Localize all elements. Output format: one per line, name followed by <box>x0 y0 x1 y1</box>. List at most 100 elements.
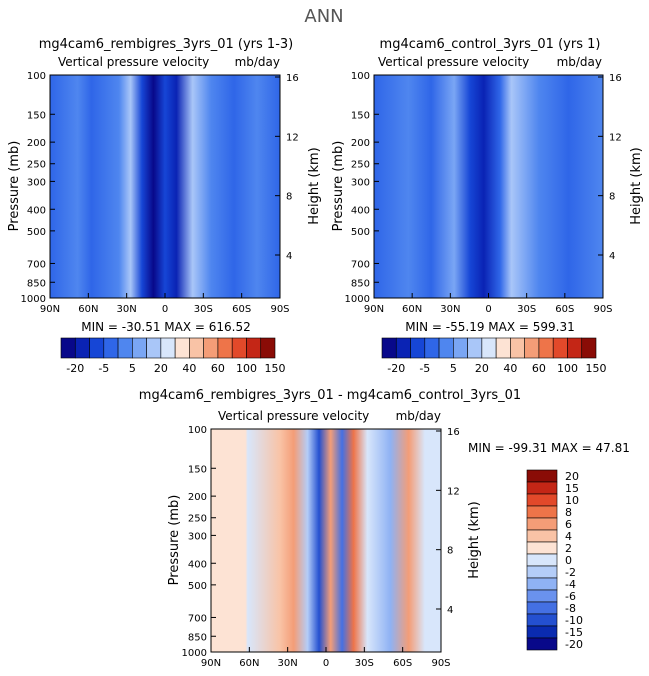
p1-colorbar-swatch-6 <box>146 337 162 359</box>
p2-ytick-label-200: 200 <box>351 138 370 149</box>
p3-ytick-label-500: 500 <box>188 581 207 592</box>
p3-ytick-label-250: 250 <box>188 514 207 525</box>
p1-colorbar-swatch-2 <box>89 337 105 359</box>
p2-xtick-label-60S: 60S <box>555 304 574 315</box>
panel-3-title: mg4cam6_rembigres_3yrs_01 - mg4cam6_cont… <box>139 388 521 403</box>
panel-1-subtitle-left: Vertical pressure velocity <box>58 55 209 69</box>
p1-colorbar-swatch-10 <box>203 337 219 359</box>
p2-xtick-label-60N: 60N <box>402 304 422 315</box>
p3-colorbar-label-10: 10 <box>565 494 579 507</box>
p2-colorbar-label-20: 20 <box>475 362 489 375</box>
p2-colorbar-label--5: -5 <box>419 362 430 375</box>
p1-ytick-label-150: 150 <box>27 110 46 121</box>
p1-ytick-right-label-12: 12 <box>286 132 299 143</box>
p2-colorbar-swatch-8 <box>495 337 511 359</box>
p1-ytick-label-850: 850 <box>27 278 46 289</box>
panel-3-y-ticks-right: 16 12 8 4 <box>436 427 460 616</box>
p1-colorbar-label-150: 150 <box>265 362 286 375</box>
p1-colorbar-swatch-13 <box>246 337 262 359</box>
figure-title: ANN <box>304 6 343 27</box>
p3-ytick-right-label-4: 4 <box>447 605 453 616</box>
panel-2-x-ticks: 90N 60N 30N 0 30S 60S 90S <box>364 293 613 315</box>
p3-xtick-label-60N: 60N <box>239 658 259 669</box>
p2-ytick-label-400: 400 <box>351 205 370 216</box>
p3-ytick-label-300: 300 <box>188 531 207 542</box>
panel-3-colorbar <box>526 469 558 651</box>
p2-ytick-right-label-4: 4 <box>609 251 615 262</box>
p1-ytick-label-1000: 1000 <box>21 294 46 305</box>
p3-colorbar-swatch-7 <box>526 553 558 567</box>
panel-1-ylabel-right: Height (km) <box>307 147 322 224</box>
p3-colorbar-swatch-3 <box>526 505 558 519</box>
p1-colorbar-label-40: 40 <box>182 362 196 375</box>
p2-xtick-label-90S: 90S <box>593 304 612 315</box>
p2-ytick-label-500: 500 <box>351 227 370 238</box>
p3-colorbar-swatch-9 <box>526 577 558 591</box>
p1-ytick-right-label-16: 16 <box>286 73 299 84</box>
p1-ytick-label-700: 700 <box>27 259 46 270</box>
p3-ytick-label-850: 850 <box>188 632 207 643</box>
panel-2-subtitle-left: Vertical pressure velocity <box>378 55 529 69</box>
p1-colorbar-swatch-11 <box>217 337 233 359</box>
p3-colorbar-label-4: 4 <box>565 530 572 543</box>
p3-ytick-right-label-8: 8 <box>447 546 453 557</box>
panel-1-subtitle-right: mb/day <box>235 55 280 69</box>
p1-colorbar-swatch-12 <box>231 337 247 359</box>
p1-colorbar-label-100: 100 <box>236 362 257 375</box>
p1-colorbar-label-60: 60 <box>211 362 225 375</box>
p2-xtick-label-30S: 30S <box>517 304 536 315</box>
p2-ytick-label-300: 300 <box>351 177 370 188</box>
p3-ytick-label-200: 200 <box>188 492 207 503</box>
p2-colorbar-label-150: 150 <box>586 362 607 375</box>
p1-colorbar-label--5: -5 <box>98 362 109 375</box>
panel-1-field <box>49 74 281 299</box>
p2-xtick-label-90N: 90N <box>364 304 384 315</box>
p1-xtick-label-0: 0 <box>162 304 168 315</box>
p1-ytick-label-200: 200 <box>27 138 46 149</box>
panel-3-stats: MIN = -99.31 MAX = 47.81 <box>468 441 630 455</box>
p1-colorbar-swatch-14 <box>260 337 276 359</box>
panel-1-ylabel: Pressure (mb) <box>7 141 22 232</box>
p2-colorbar-swatch-6 <box>467 337 483 359</box>
panel-2-y-ticks: 100 150 200 250 300 400 500 700 850 1000 <box>345 71 379 305</box>
p3-colorbar-swatch-10 <box>526 589 558 603</box>
p2-colorbar-label-5: 5 <box>450 362 457 375</box>
panel-1-y-ticks: 100 150 200 250 300 400 500 700 850 1000 <box>21 71 55 305</box>
p3-colorbar-swatch-1 <box>526 481 558 495</box>
p2-ytick-label-700: 700 <box>351 259 370 270</box>
p3-colorbar-swatch-0 <box>526 469 558 483</box>
p3-colorbar-swatch-2 <box>526 493 558 507</box>
p3-colorbar-swatch-14 <box>526 637 558 651</box>
p3-colorbar-swatch-12 <box>526 613 558 627</box>
p1-xtick-label-90S: 90S <box>270 304 289 315</box>
p3-colorbar-swatch-4 <box>526 517 558 531</box>
panel-2-stats: MIN = -55.19 MAX = 599.31 <box>405 320 575 334</box>
p2-colorbar-label-60: 60 <box>532 362 546 375</box>
p2-ytick-label-100: 100 <box>351 71 370 82</box>
p1-ytick-label-300: 300 <box>27 177 46 188</box>
panel-3-subtitle-right: mb/day <box>396 409 441 423</box>
panel-2: mg4cam6_control_3yrs_01 (yrs 1) Vertical… <box>331 37 644 375</box>
p1-ytick-right-label-8: 8 <box>286 192 292 203</box>
p3-colorbar-label-15: 15 <box>565 482 579 495</box>
p3-xtick-label-90N: 90N <box>201 658 221 669</box>
p3-colorbar-label-6: 6 <box>565 518 572 531</box>
panel-2-ylabel: Pressure (mb) <box>331 141 346 232</box>
p3-ytick-label-150: 150 <box>188 464 207 475</box>
p1-colorbar-swatch-9 <box>189 337 204 359</box>
panel-2-y-ticks-right: 16 12 8 4 <box>598 73 622 262</box>
p3-xtick-label-0: 0 <box>323 658 329 669</box>
panel-2-field <box>373 74 604 299</box>
panel-3: mg4cam6_rembigres_3yrs_01 - mg4cam6_cont… <box>139 388 630 669</box>
p2-ytick-label-1000: 1000 <box>345 294 370 305</box>
p3-xtick-label-30N: 30N <box>278 658 298 669</box>
p1-xtick-label-30N: 30N <box>117 304 137 315</box>
p3-ytick-right-label-16: 16 <box>447 427 460 438</box>
panel-3-y-ticks: 100 150 200 250 300 400 500 700 850 1000 <box>182 425 216 659</box>
p3-colorbar-label-20: 20 <box>565 470 579 483</box>
p2-colorbar-swatch-3 <box>424 337 440 359</box>
p3-colorbar-label--10: -10 <box>565 614 583 627</box>
panel-2-title: mg4cam6_control_3yrs_01 (yrs 1) <box>380 37 601 52</box>
p3-colorbar-label--4: -4 <box>565 578 576 591</box>
p2-ytick-right-label-16: 16 <box>609 73 622 84</box>
